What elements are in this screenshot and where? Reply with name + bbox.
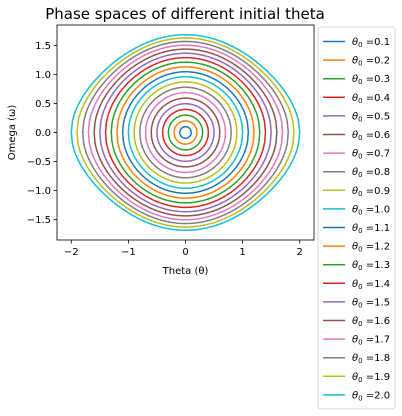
y-tick-label: 0.0 [35, 128, 51, 139]
y-axis-label: Omega (ω) [7, 105, 18, 161]
series-curve-4 [161, 108, 210, 157]
legend-label-12: θ0 =1.2 [352, 242, 390, 254]
legend-label-10: θ0 =1.0 [352, 204, 390, 216]
legend-label-3: θ0 =0.3 [352, 74, 390, 86]
legend: θ0 =0.1 θ0 =0.2 θ0 =0.3 θ0 =0.4 θ0 =0.5 θ0 =0… [317, 26, 396, 410]
y-tick-label: 0.5 [35, 99, 51, 110]
legend-label-13: θ0 =1.3 [352, 260, 390, 272]
series-curve-10 [127, 76, 244, 189]
legend-label-18: θ0 =1.8 [352, 353, 390, 365]
legend-label-8: θ0 =0.8 [352, 167, 390, 179]
series-curve-9 [133, 81, 238, 184]
series-curve-1 [179, 125, 192, 140]
legend-label-15: θ0 =1.5 [352, 297, 390, 309]
legend-label-19: θ0 =1.9 [352, 372, 390, 384]
series-curve-17 [87, 44, 284, 221]
series-curve-16 [93, 48, 278, 217]
x-tick-label: −2 [64, 247, 79, 258]
series-curve-12 [116, 66, 255, 199]
series-curve-13 [110, 61, 261, 204]
legend-label-6: θ0 =0.6 [352, 130, 390, 142]
series-curve-3 [167, 114, 204, 151]
legend-label-11: θ0 =1.1 [352, 223, 390, 235]
x-tick-label: 2 [297, 247, 303, 258]
series-curve-2 [173, 120, 198, 145]
legend-label-14: θ0 =1.4 [352, 279, 390, 291]
series-curve-5 [156, 103, 215, 162]
series-curve-20 [70, 33, 301, 232]
chart-title: Phase spaces of different initial theta [45, 5, 325, 23]
y-tick-label: −1.5 [27, 215, 51, 226]
legend-label-9: θ0 =0.9 [352, 186, 390, 198]
x-tick-label: 1 [239, 247, 245, 258]
series-curve-6 [150, 97, 221, 168]
x-axis-label: Theta (θ) [162, 266, 209, 277]
y-axis-ticks: −1.5 −1.0 −0.5 0.0 0.5 1.0 1.5 [27, 41, 57, 226]
x-axis-ticks: −2 −1 0 1 2 [64, 240, 303, 258]
legend-label-5: θ0 =0.5 [352, 111, 390, 123]
y-tick-label: 1.0 [35, 70, 51, 81]
legend-label-16: θ0 =1.6 [352, 316, 390, 328]
series-curve-14 [104, 56, 267, 209]
legend-label-7: θ0 =0.7 [352, 149, 390, 161]
plot-curves [70, 33, 301, 232]
legend-label-4: θ0 =0.4 [352, 93, 390, 105]
legend-label-20: θ0 =2.0 [352, 390, 390, 402]
legend-label-2: θ0 =0.2 [352, 56, 390, 68]
x-tick-label: −1 [121, 247, 136, 258]
legend-frame [317, 26, 396, 410]
series-curve-7 [144, 91, 227, 174]
y-tick-label: 1.5 [35, 41, 51, 52]
legend-label-1: θ0 =0.1 [352, 37, 390, 49]
series-curve-8 [139, 86, 232, 179]
series-curve-18 [81, 40, 290, 225]
legend-label-17: θ0 =1.7 [352, 335, 390, 347]
y-tick-label: −0.5 [27, 157, 51, 168]
x-tick-label: 0 [182, 247, 188, 258]
series-curve-15 [99, 52, 272, 213]
series-curve-11 [121, 71, 250, 194]
series-curve-19 [76, 37, 295, 228]
y-tick-label: −1.0 [27, 186, 51, 197]
